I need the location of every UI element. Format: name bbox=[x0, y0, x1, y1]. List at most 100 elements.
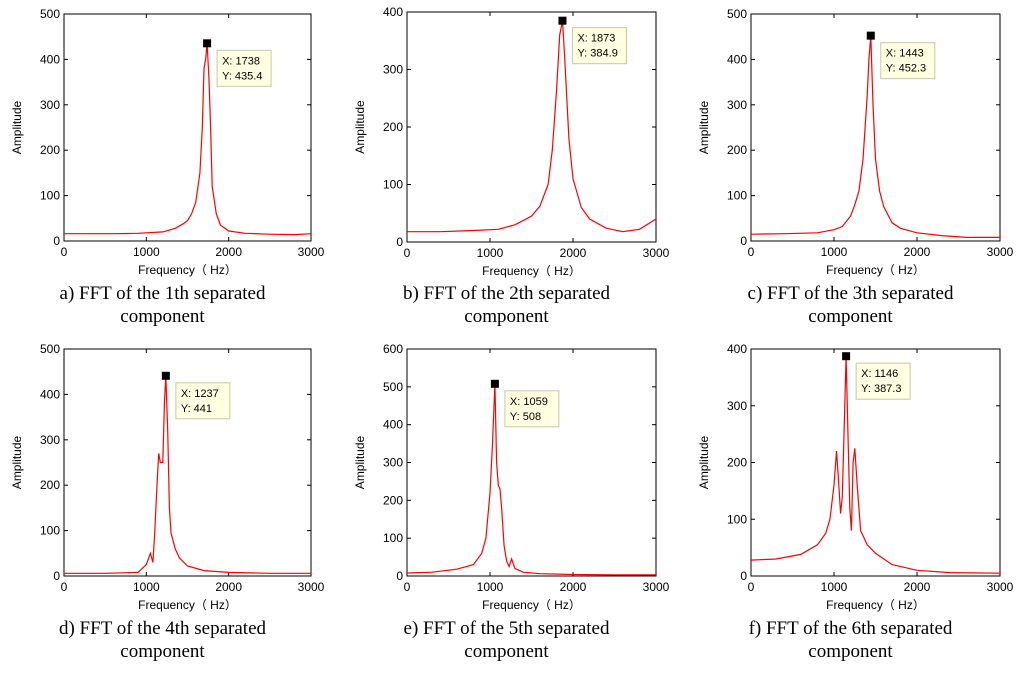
plot-area bbox=[750, 13, 1001, 242]
x-axis-title: Frequency（ Hz） bbox=[826, 598, 925, 612]
y-tick-label: 400 bbox=[40, 387, 60, 401]
spectrum-line bbox=[750, 356, 1001, 574]
y-tick-label: 400 bbox=[727, 52, 747, 66]
x-tick-label: 1000 bbox=[821, 245, 848, 259]
x-tick-label: 2000 bbox=[904, 245, 931, 259]
peak-marker bbox=[866, 31, 875, 40]
x-tick-label: 3000 bbox=[643, 580, 670, 594]
y-tick-label: 200 bbox=[383, 120, 403, 134]
y-axis-title: Amplitude bbox=[353, 100, 367, 154]
caption-line-2: component bbox=[464, 306, 549, 327]
x-tick-label: 3000 bbox=[298, 245, 325, 259]
caption-line-2: component bbox=[120, 306, 205, 327]
datatip-y: Y: 384.9 bbox=[577, 48, 617, 60]
x-axis-title: Frequency（ Hz） bbox=[138, 598, 237, 612]
y-axis-title: Amplitude bbox=[10, 436, 24, 490]
y-tick-label: 100 bbox=[727, 189, 747, 203]
caption-line-2: component bbox=[808, 641, 893, 662]
x-tick-label: 3000 bbox=[987, 580, 1014, 594]
x-tick-label: 2000 bbox=[904, 580, 931, 594]
y-tick-label: 400 bbox=[383, 5, 403, 19]
y-tick-label: 500 bbox=[383, 380, 403, 394]
caption-line-1: a) FFT of the 1th separated bbox=[60, 283, 266, 304]
datatip-box bbox=[504, 390, 560, 428]
spectrum-line bbox=[407, 20, 657, 233]
caption-line-1: e) FFT of the 5th separated bbox=[404, 618, 610, 639]
datatip-box bbox=[880, 42, 936, 80]
y-tick-label: 200 bbox=[727, 456, 747, 470]
x-tick-label: 2000 bbox=[215, 580, 242, 594]
y-tick-label: 100 bbox=[383, 178, 403, 192]
caption-line-2: component bbox=[120, 641, 205, 662]
x-tick-label: 1000 bbox=[477, 580, 504, 594]
peak-marker bbox=[558, 16, 567, 25]
y-tick-label: 600 bbox=[383, 342, 403, 356]
y-tick-label: 0 bbox=[740, 234, 747, 248]
y-tick-label: 300 bbox=[383, 63, 403, 77]
peak-marker bbox=[842, 352, 851, 361]
plot-area bbox=[406, 348, 657, 577]
caption-line-1: f) FFT of the 6th separated bbox=[749, 618, 953, 639]
datatip-y: Y: 435.4 bbox=[222, 70, 262, 82]
caption-line-1: d) FFT of the 4th separated bbox=[59, 618, 267, 639]
x-axis-title: Frequency（ Hz） bbox=[138, 263, 237, 277]
fft-panel-2: 0 1000 2000 3000 0 100 200 300 400 Frequency（ Hz）… bbox=[353, 5, 670, 327]
y-tick-label: 300 bbox=[40, 98, 60, 112]
y-tick-label: 400 bbox=[727, 342, 747, 356]
x-axis-title: Frequency（ Hz） bbox=[482, 264, 581, 278]
x-tick-label: 3000 bbox=[987, 245, 1014, 259]
y-axis-title: Amplitude bbox=[10, 101, 24, 155]
y-tick-label: 400 bbox=[40, 52, 60, 66]
datatip-box bbox=[175, 382, 231, 420]
y-tick-label: 0 bbox=[53, 569, 60, 583]
y-axis-title: Amplitude bbox=[353, 436, 367, 490]
y-tick-label: 200 bbox=[40, 478, 60, 492]
caption-line-1: c) FFT of the 3th separated bbox=[748, 283, 954, 304]
datatip-y: Y: 452.3 bbox=[886, 63, 926, 75]
x-tick-label: 0 bbox=[61, 580, 68, 594]
x-tick-label: 3000 bbox=[643, 246, 670, 260]
x-tick-label: 2000 bbox=[215, 245, 242, 259]
x-tick-label: 0 bbox=[404, 246, 411, 260]
datatip-y: Y: 508 bbox=[510, 411, 541, 423]
x-axis-title: Frequency（ Hz） bbox=[482, 598, 581, 612]
datatip-box bbox=[216, 49, 272, 87]
y-tick-label: 0 bbox=[53, 234, 60, 248]
y-tick-label: 100 bbox=[383, 531, 403, 545]
y-tick-label: 500 bbox=[40, 342, 60, 356]
y-tick-label: 400 bbox=[383, 418, 403, 432]
y-tick-label: 300 bbox=[727, 98, 747, 112]
y-tick-label: 100 bbox=[40, 524, 60, 538]
x-tick-label: 3000 bbox=[298, 580, 325, 594]
fft-panel-3: 0 1000 2000 3000 0 100 200 300 400 500 Frequency（ … bbox=[697, 7, 1014, 327]
y-axis-title: Amplitude bbox=[697, 101, 711, 155]
datatip-x: X: 1146 bbox=[861, 368, 898, 380]
y-tick-label: 300 bbox=[383, 456, 403, 470]
x-tick-label: 1000 bbox=[821, 580, 848, 594]
y-tick-label: 100 bbox=[727, 512, 747, 526]
x-tick-label: 2000 bbox=[560, 246, 587, 260]
peak-marker bbox=[161, 371, 170, 380]
datatip-x: X: 1873 bbox=[577, 33, 615, 45]
caption-line-2: component bbox=[464, 641, 549, 662]
x-tick-label: 1000 bbox=[477, 246, 504, 260]
y-tick-label: 200 bbox=[40, 143, 60, 157]
spectrum-line bbox=[64, 43, 312, 236]
x-tick-label: 1000 bbox=[133, 245, 160, 259]
y-tick-label: 0 bbox=[396, 569, 403, 583]
datatip-x: X: 1443 bbox=[886, 48, 924, 60]
x-tick-label: 0 bbox=[61, 245, 68, 259]
peak-marker bbox=[203, 39, 212, 48]
y-tick-label: 0 bbox=[740, 569, 747, 583]
fft-panel-4: 0 1000 2000 3000 0 100 200 300 400 500 Frequency（ … bbox=[10, 342, 325, 662]
plot-area bbox=[63, 13, 312, 242]
y-tick-label: 100 bbox=[40, 189, 60, 203]
caption-line-1: b) FFT of the 2th separated bbox=[403, 283, 611, 304]
x-tick-label: 0 bbox=[748, 245, 755, 259]
x-tick-label: 2000 bbox=[560, 580, 587, 594]
datatip-x: X: 1237 bbox=[181, 388, 219, 400]
datatip-x: X: 1738 bbox=[222, 55, 260, 67]
spectrum-line bbox=[64, 375, 311, 574]
fft-panel-5: 0 1000 2000 3000 0 100 200 300 400 500 600 Frequenc… bbox=[353, 342, 670, 662]
